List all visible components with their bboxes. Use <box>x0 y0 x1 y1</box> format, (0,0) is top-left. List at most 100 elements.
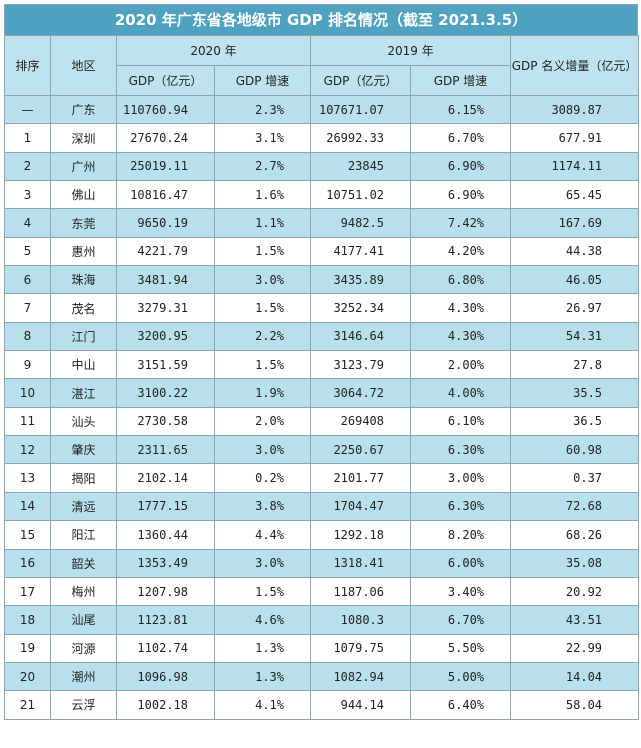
cell-nominal-increase: 677.91 <box>510 123 640 153</box>
cell-region: 韶关 <box>50 548 117 578</box>
cell-region: 东莞 <box>50 208 117 238</box>
cell-region: 汕尾 <box>50 605 117 635</box>
cell-gdp-2019: 4177.41 <box>310 236 412 267</box>
cell-growth-2019: 5.00% <box>410 661 512 692</box>
cell-nominal-increase: 72.68 <box>510 491 640 522</box>
table-row: 7 茂名 3279.31 1.5% 3252.34 4.30% 26.97 <box>4 293 640 323</box>
cell-region: 深圳 <box>50 123 117 153</box>
cell-gdp-2020: 1360.44 <box>116 520 215 550</box>
cell-gdp-2019: 1082.94 <box>310 661 412 692</box>
cell-growth-2019: 3.00% <box>410 463 512 493</box>
cell-growth-2019: 6.30% <box>410 435 512 465</box>
cell-growth-2019: 4.20% <box>410 236 512 267</box>
cell-growth-2020: 4.6% <box>213 605 312 635</box>
header-gdp-2019: GDP（亿元） <box>310 65 412 96</box>
cell-nominal-increase: 54.31 <box>510 321 640 352</box>
cell-rank: 8 <box>4 321 51 352</box>
cell-region: 汕头 <box>50 406 117 437</box>
cell-growth-2020: 3.0% <box>213 435 312 465</box>
cell-gdp-2019: 2101.77 <box>310 463 412 493</box>
cell-nominal-increase: 46.05 <box>510 265 640 295</box>
cell-gdp-2019: 1318.41 <box>310 548 412 578</box>
cell-gdp-2020: 27670.24 <box>116 123 215 153</box>
cell-growth-2020: 1.5% <box>213 236 312 267</box>
cell-rank: 13 <box>4 463 51 493</box>
table-row: 18 汕尾 1123.81 4.6% 1080.3 6.70% 43.51 <box>4 605 640 635</box>
cell-gdp-2020: 1102.74 <box>116 633 215 663</box>
cell-nominal-increase: 35.08 <box>510 548 640 578</box>
cell-gdp-2019: 23845 <box>310 151 412 182</box>
cell-growth-2019: 6.90% <box>410 180 512 210</box>
cell-nominal-increase: 43.51 <box>510 605 640 635</box>
cell-nominal-increase: 65.45 <box>510 180 640 210</box>
cell-growth-2020: 4.1% <box>213 690 312 720</box>
gdp-ranking-document: 2020 年广东省各地级市 GDP 排名情况（截至 2021.3.5） 排序 地… <box>4 4 640 720</box>
cell-nominal-increase: 60.98 <box>510 435 640 465</box>
cell-growth-2020: 3.8% <box>213 491 312 522</box>
cell-growth-2019: 2.00% <box>410 350 512 380</box>
cell-gdp-2019: 269408 <box>310 406 412 437</box>
cell-nominal-increase: 44.38 <box>510 236 640 267</box>
cell-rank: 5 <box>4 236 51 267</box>
cell-gdp-2020: 1002.18 <box>116 690 215 720</box>
cell-growth-2020: 2.3% <box>213 94 312 125</box>
cell-growth-2019: 6.30% <box>410 491 512 522</box>
cell-gdp-2020: 1096.98 <box>116 661 215 692</box>
cell-region: 茂名 <box>50 293 117 323</box>
cell-growth-2019: 4.00% <box>410 378 512 408</box>
cell-region: 肇庆 <box>50 435 117 465</box>
cell-growth-2020: 1.1% <box>213 208 312 238</box>
table-row: 21 云浮 1002.18 4.1% 944.14 6.40% 58.04 <box>4 690 640 720</box>
cell-gdp-2020: 3100.22 <box>116 378 215 408</box>
table-row: 15 阳江 1360.44 4.4% 1292.18 8.20% 68.26 <box>4 520 640 550</box>
cell-rank: 4 <box>4 208 51 238</box>
table-row: — 广东 110760.94 2.3% 107671.07 6.15% 3089.87 <box>4 94 640 125</box>
table-row: 19 河源 1102.74 1.3% 1079.75 5.50% 22.99 <box>4 633 640 663</box>
cell-growth-2020: 1.5% <box>213 576 312 607</box>
table-row: 1 深圳 27670.24 3.1% 26992.33 6.70% 677.91 <box>4 123 640 153</box>
cell-growth-2019: 3.40% <box>410 576 512 607</box>
cell-region: 清远 <box>50 491 117 522</box>
table-row: 20 潮州 1096.98 1.3% 1082.94 5.00% 14.04 <box>4 661 640 692</box>
table-row: 8 江门 3200.95 2.2% 3146.64 4.30% 54.31 <box>4 321 640 352</box>
cell-gdp-2019: 3123.79 <box>310 350 412 380</box>
cell-rank: 15 <box>4 520 51 550</box>
cell-region: 梅州 <box>50 576 117 607</box>
cell-nominal-increase: 58.04 <box>510 690 640 720</box>
header-nominal-increase: GDP 名义增量（亿元） <box>510 35 640 96</box>
cell-gdp-2020: 9650.19 <box>116 208 215 238</box>
cell-nominal-increase: 14.04 <box>510 661 640 692</box>
cell-region: 阳江 <box>50 520 117 550</box>
cell-growth-2020: 0.2% <box>213 463 312 493</box>
cell-gdp-2019: 107671.07 <box>310 94 412 125</box>
table-row: 3 佛山 10816.47 1.6% 10751.02 6.90% 65.45 <box>4 180 640 210</box>
table-row: 16 韶关 1353.49 3.0% 1318.41 6.00% 35.08 <box>4 548 640 578</box>
cell-nominal-increase: 26.97 <box>510 293 640 323</box>
table-row: 11 汕头 2730.58 2.0% 269408 6.10% 36.5 <box>4 406 640 437</box>
table-row: 5 惠州 4221.79 1.5% 4177.41 4.20% 44.38 <box>4 236 640 267</box>
table-row: 12 肇庆 2311.65 3.0% 2250.67 6.30% 60.98 <box>4 435 640 465</box>
cell-gdp-2019: 1704.47 <box>310 491 412 522</box>
cell-region: 佛山 <box>50 180 117 210</box>
cell-gdp-2019: 1292.18 <box>310 520 412 550</box>
cell-growth-2020: 1.5% <box>213 293 312 323</box>
cell-gdp-2019: 1187.06 <box>310 576 412 607</box>
table-row: 2 广州 25019.11 2.7% 23845 6.90% 1174.11 <box>4 151 640 182</box>
cell-rank: 10 <box>4 378 51 408</box>
cell-region: 中山 <box>50 350 117 380</box>
header-growth-2019: GDP 增速 <box>410 65 512 96</box>
cell-gdp-2020: 1777.15 <box>116 491 215 522</box>
cell-gdp-2019: 3435.89 <box>310 265 412 295</box>
cell-gdp-2020: 2102.14 <box>116 463 215 493</box>
cell-gdp-2020: 3481.94 <box>116 265 215 295</box>
cell-nominal-increase: 167.69 <box>510 208 640 238</box>
cell-gdp-2019: 1080.3 <box>310 605 412 635</box>
cell-gdp-2019: 1079.75 <box>310 633 412 663</box>
cell-gdp-2020: 2730.58 <box>116 406 215 437</box>
table-row: 17 梅州 1207.98 1.5% 1187.06 3.40% 20.92 <box>4 576 640 607</box>
cell-growth-2019: 6.70% <box>410 123 512 153</box>
table-row: 6 珠海 3481.94 3.0% 3435.89 6.80% 46.05 <box>4 265 640 295</box>
header-year-2020: 2020 年 <box>115 35 312 66</box>
cell-growth-2019: 6.00% <box>410 548 512 578</box>
cell-growth-2020: 1.9% <box>213 378 312 408</box>
